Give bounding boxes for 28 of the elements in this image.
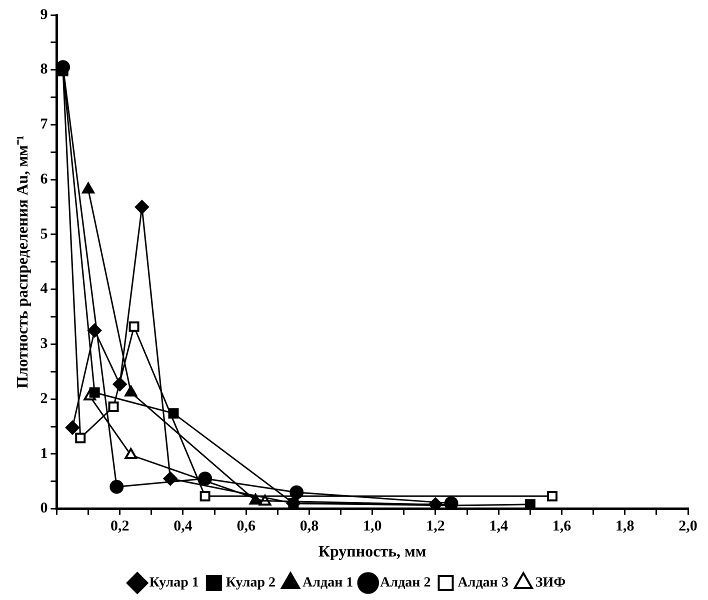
y-tick-label: 1 bbox=[40, 446, 48, 462]
x-tick-label: 0,2 bbox=[110, 518, 130, 535]
x-tick-label: 1,0 bbox=[362, 518, 382, 535]
legend-label: ЗИФ bbox=[535, 576, 566, 591]
x-tick-label: 2,0 bbox=[678, 518, 698, 535]
x-tick-label: 1,8 bbox=[615, 518, 634, 535]
legend-label: Кулар 2 bbox=[226, 576, 276, 591]
y-tick-label: 2 bbox=[40, 390, 48, 407]
x-tick-label: 0,4 bbox=[174, 518, 193, 535]
x-tick-label: 1,6 bbox=[552, 518, 572, 535]
x-tick-label: 0,8 bbox=[300, 518, 319, 535]
y-axis-title: Плотность распределения Au, мм⁻¹ bbox=[14, 135, 32, 388]
y-tick-label: 6 bbox=[40, 171, 48, 188]
y-tick-label: 7 bbox=[40, 116, 48, 133]
legend-label: Алдан 1 bbox=[302, 576, 354, 591]
y-tick-label: 0 bbox=[40, 500, 48, 517]
y-tick-label: 3 bbox=[40, 336, 48, 352]
legend-label: Кулар 1 bbox=[149, 576, 199, 591]
x-tick-label: 1,2 bbox=[426, 518, 445, 535]
x-tick-label: 1,4 bbox=[489, 518, 508, 535]
x-tick-label: 0,6 bbox=[236, 518, 256, 535]
y-tick-label: 9 bbox=[40, 6, 48, 23]
legend-label: Алдан 2 bbox=[380, 576, 431, 591]
y-tick-label: 4 bbox=[40, 281, 48, 298]
y-tick-label: 8 bbox=[40, 62, 48, 78]
legend-label: Алдан 3 bbox=[458, 576, 508, 591]
x-axis-title: Крупность, мм bbox=[318, 544, 426, 561]
y-tick-label: 5 bbox=[40, 226, 48, 242]
